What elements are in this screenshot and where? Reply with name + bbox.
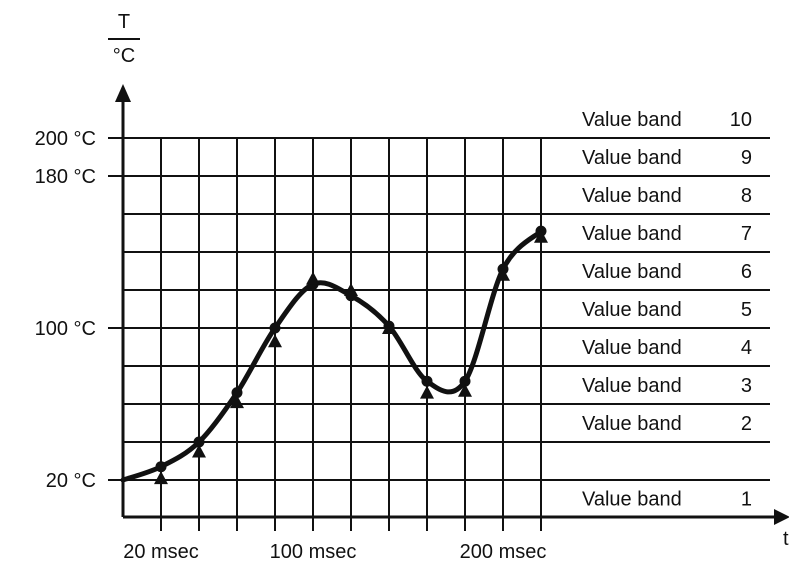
sample-markers — [154, 229, 548, 485]
curve-point — [459, 375, 471, 387]
band-number: 4 — [741, 337, 752, 359]
band-number: 5 — [741, 299, 752, 321]
sample-marker — [192, 444, 206, 458]
y-tick-labels: 20 °C 100 °C 180 °C 200 °C — [35, 128, 123, 492]
band-name: Value band — [582, 185, 682, 207]
x-tick-labels: 20 msec 100 msec 200 msec — [123, 541, 546, 563]
x-tick-label: 100 msec — [270, 541, 357, 563]
band-name: Value band — [582, 489, 682, 511]
y-axis-unit: °C — [113, 45, 135, 67]
sample-marker — [306, 271, 320, 285]
band-name: Value band — [582, 109, 682, 131]
x-tick-label: 20 msec — [123, 541, 199, 563]
band-name: Value band — [582, 375, 682, 397]
y-tick-label: 100 °C — [35, 318, 96, 340]
y-axis-arrow — [115, 84, 131, 102]
axes — [115, 84, 789, 525]
sample-marker — [268, 334, 282, 348]
curve-point — [193, 436, 205, 448]
curve-point — [155, 461, 167, 473]
sample-marker — [382, 321, 396, 334]
band-number: 8 — [741, 185, 752, 207]
band-number: 9 — [741, 147, 752, 169]
sample-marker — [230, 395, 244, 409]
sample-marker — [458, 383, 472, 397]
y-axis-symbol: T — [118, 11, 130, 33]
band-number: 7 — [741, 223, 752, 245]
grid — [123, 137, 770, 531]
band-name: Value band — [582, 337, 682, 359]
band-number: 1 — [741, 489, 752, 511]
curve-point — [421, 375, 433, 387]
sample-marker — [344, 283, 358, 296]
band-name: Value band — [582, 223, 682, 245]
band-name: Value band — [582, 147, 682, 169]
band-labels: Value band 1 Value band 2 Value band 3 Value b… — [582, 109, 752, 511]
sample-marker — [154, 471, 168, 485]
band-number: 2 — [741, 413, 752, 435]
y-tick-label: 200 °C — [35, 128, 96, 150]
band-number: 10 — [730, 109, 752, 131]
sample-marker — [420, 385, 434, 399]
band-number: 3 — [741, 375, 752, 397]
sample-marker — [534, 229, 548, 243]
x-axis-symbol: t — [783, 528, 789, 550]
band-name: Value band — [582, 299, 682, 321]
band-name: Value band — [582, 261, 682, 283]
band-name: Value band — [582, 413, 682, 435]
y-tick-label: 180 °C — [35, 166, 96, 188]
x-tick-label: 200 msec — [460, 541, 547, 563]
sample-marker — [496, 267, 510, 281]
y-tick-label: 20 °C — [46, 470, 96, 492]
band-number: 6 — [741, 261, 752, 283]
curve-point — [231, 387, 243, 399]
x-axis-arrow — [774, 509, 789, 525]
curve-point — [269, 322, 281, 334]
